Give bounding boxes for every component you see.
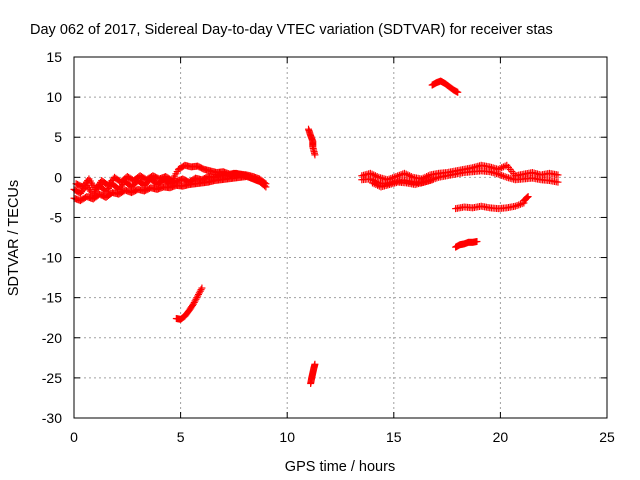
data-point (513, 202, 521, 210)
data-point (311, 151, 319, 159)
data-point (404, 171, 412, 179)
data-point (454, 88, 462, 96)
x-tick-label: 10 (279, 429, 295, 445)
data-point (196, 287, 204, 295)
data-point (516, 200, 524, 208)
data-point (522, 194, 530, 202)
data-point (524, 193, 532, 201)
data-point (261, 182, 269, 190)
data-point (511, 202, 519, 210)
data-point (192, 295, 200, 303)
data-point (193, 294, 201, 302)
x-tick-label: 20 (493, 429, 509, 445)
data-point (190, 298, 198, 306)
data-point (370, 180, 378, 188)
data-point (368, 179, 376, 187)
data-point (400, 169, 408, 177)
data-point (554, 171, 562, 179)
data-point (195, 290, 203, 298)
y-tick-label: 10 (46, 89, 62, 105)
data-point (191, 297, 199, 305)
y-tick-label: -20 (42, 330, 62, 346)
data-point (262, 183, 270, 191)
data-point (198, 284, 206, 292)
y-tick-label: -10 (42, 250, 62, 266)
axis-ticks: 0 5 10 15 20 25 -30 -25 -20 -15 -10 -5 0 5 10 15 (42, 49, 615, 445)
y-tick-label: 5 (54, 129, 62, 145)
data-point (258, 178, 266, 186)
data-point (554, 178, 562, 186)
data-point (498, 164, 506, 172)
x-tick-label: 15 (386, 429, 402, 445)
data-point (496, 165, 504, 173)
plot-frame (73, 56, 608, 419)
y-tick-label: -5 (50, 209, 63, 225)
data-point (433, 174, 441, 182)
data-point (311, 360, 319, 368)
data-point (372, 181, 380, 189)
data-point (194, 292, 202, 300)
data-point (473, 238, 481, 246)
x-axis-label: GPS time / hours (285, 459, 395, 475)
data-point (402, 170, 410, 178)
data-point (501, 162, 509, 170)
data-point (499, 172, 507, 180)
data-point (518, 200, 526, 208)
y-tick-label: -15 (42, 290, 62, 306)
data-point (428, 176, 436, 184)
data-point (189, 300, 197, 308)
chart-title: Day 062 of 2017, Sidereal Day-to-day VTE… (30, 22, 553, 38)
data-point (366, 175, 374, 183)
data-points (70, 77, 562, 388)
data-point (498, 171, 506, 179)
x-tick-label: 0 (70, 429, 78, 445)
y-tick-label: 0 (54, 169, 62, 185)
data-point (494, 170, 502, 178)
y-tick-label: 15 (46, 49, 62, 65)
data-point (431, 175, 439, 183)
x-tick-label: 25 (599, 429, 615, 445)
data-point (501, 173, 509, 181)
data-point (496, 171, 504, 179)
x-tick-label: 5 (177, 429, 185, 445)
data-point (515, 201, 523, 209)
data-point (195, 289, 203, 297)
data-point (374, 181, 382, 189)
y-tick-label: -25 (42, 370, 62, 386)
y-tick-label: -30 (42, 410, 62, 426)
data-point (197, 286, 205, 294)
data-point (523, 193, 531, 201)
grid (74, 57, 607, 418)
y-axis-label: SDTVAR / TECUs (6, 180, 22, 296)
